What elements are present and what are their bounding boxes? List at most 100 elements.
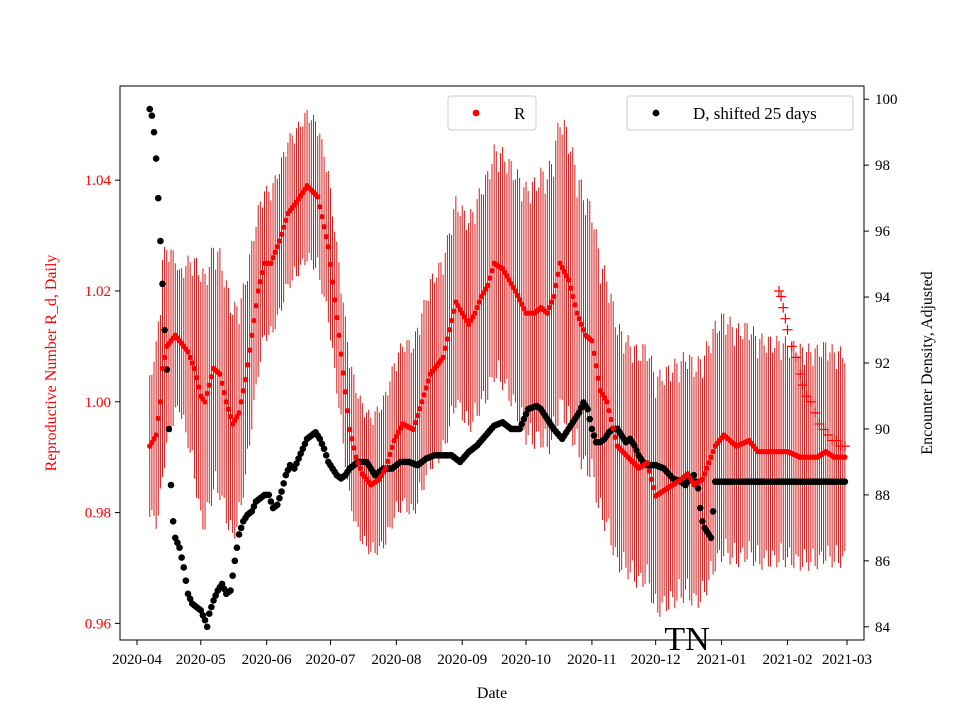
d-point (841, 478, 849, 486)
r-plus-marker (810, 407, 821, 418)
r-point (699, 476, 706, 483)
r-point (327, 261, 334, 268)
d-point (184, 590, 192, 598)
r-point (314, 194, 321, 200)
r-plus-marker (797, 380, 808, 391)
r-point (204, 390, 210, 397)
d-point (146, 105, 154, 113)
r-point (329, 279, 336, 285)
right-y-tick-label: 98 (875, 158, 890, 174)
d-point (150, 128, 158, 136)
r-point (610, 425, 616, 432)
legend-d-box (626, 95, 854, 131)
d-point (322, 452, 330, 459)
r-point (474, 304, 480, 311)
r-point (268, 260, 274, 266)
r-point (706, 460, 712, 466)
r-point (334, 314, 340, 321)
r-point (349, 436, 355, 442)
r-point (189, 360, 195, 366)
r-point (336, 332, 342, 338)
r-point (476, 299, 482, 305)
r-plus-marker (801, 391, 812, 402)
x-tick-label: 2020-10 (501, 652, 551, 668)
r-point (604, 399, 610, 405)
right-y-tick-label: 96 (875, 224, 891, 240)
r-point (563, 273, 570, 279)
right-y-tick-label: 94 (875, 290, 891, 306)
r-plus-marker (831, 435, 842, 446)
left-y-tick-label: 1.00 (85, 395, 111, 411)
r-point (565, 277, 572, 283)
r-point (606, 407, 612, 414)
d-point (197, 607, 205, 614)
d-point (174, 539, 181, 547)
r-point (161, 354, 168, 361)
d-point (267, 498, 275, 505)
r-point (548, 299, 555, 305)
x-tick-label: 2020-05 (176, 652, 226, 668)
r-point (242, 376, 249, 383)
d-point (586, 415, 594, 423)
r-point (217, 371, 223, 377)
r-point (648, 476, 655, 483)
r-point (238, 399, 244, 405)
legend-r-label: R (514, 104, 526, 123)
d-point (203, 623, 211, 631)
left-y-axis: 0.96 0.98 1.00 1.02 1.04 (85, 173, 120, 632)
d-point (590, 432, 598, 439)
r-point (595, 375, 601, 381)
r-point (344, 407, 351, 414)
d-point (690, 471, 698, 479)
d-point (318, 440, 326, 448)
r-point (578, 321, 584, 327)
left-y-axis-label: Reproductive Number R_d, Daily (43, 255, 60, 472)
right-y-tick-label: 84 (875, 620, 891, 636)
state-annotation: TN (664, 621, 709, 658)
d-point (229, 572, 236, 579)
r-point (387, 451, 393, 458)
legend-d: D, shifted 25 days (626, 95, 854, 131)
r-point (225, 406, 232, 412)
d-point (186, 595, 194, 603)
x-axis: 2020-04 2020-05 2020-06 2020-07 2020-08 2020-… (112, 640, 872, 668)
d-point (157, 237, 164, 245)
r-point (519, 301, 525, 307)
r-point (555, 271, 561, 278)
x-tick-label: 2020-06 (242, 652, 292, 668)
x-tick-label: 2020-04 (112, 652, 162, 668)
r-point (703, 465, 710, 471)
d-point (152, 155, 160, 162)
r-point (389, 444, 395, 451)
r-point (608, 416, 614, 423)
d-point (178, 554, 185, 561)
r-point (414, 412, 421, 419)
legend-d-label: D, shifted 25 days (693, 104, 817, 123)
d-point (709, 508, 717, 515)
x-tick-label: 2021-03 (822, 652, 872, 668)
r-point (446, 327, 453, 333)
r-plus-marker (839, 441, 850, 452)
r-plus-marker (795, 369, 806, 380)
r-point (393, 433, 400, 440)
r-point (153, 432, 159, 438)
right-y-tick-label: 92 (875, 356, 890, 372)
d-point (169, 517, 177, 525)
d-point (154, 194, 162, 202)
r-point (270, 255, 276, 261)
r-point (253, 303, 259, 309)
d-point (167, 481, 175, 489)
r-point (276, 238, 283, 244)
right-y-tick-label: 90 (875, 422, 890, 438)
d-point (233, 544, 241, 551)
r-plus-marker (790, 352, 801, 363)
x-tick-label: 2020-07 (305, 652, 355, 668)
r-plus-marker (776, 291, 787, 302)
r-point (227, 413, 234, 420)
r-point (355, 460, 361, 466)
r-point (236, 410, 242, 416)
d-point (165, 425, 173, 433)
d-point (176, 544, 183, 551)
r-point (221, 389, 227, 396)
r-plus-marker (778, 302, 789, 313)
